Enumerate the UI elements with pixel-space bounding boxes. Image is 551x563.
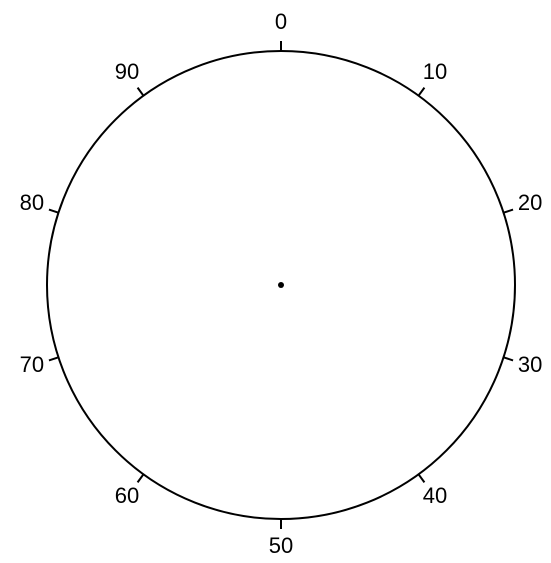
tick-mark <box>503 208 514 214</box>
tick-mark <box>417 473 426 483</box>
tick-label: 20 <box>518 190 542 215</box>
tick-mark <box>417 87 426 97</box>
tick-label: 70 <box>20 352 44 377</box>
tick-label: 90 <box>115 59 139 84</box>
tick-mark <box>136 87 145 97</box>
tick-label: 50 <box>269 533 293 558</box>
tick-label: 40 <box>423 483 447 508</box>
tick-label: 60 <box>115 483 139 508</box>
tick-label: 10 <box>423 59 447 84</box>
tick-mark <box>48 356 59 362</box>
tick-label: 30 <box>518 352 542 377</box>
tick-label: 80 <box>20 190 44 215</box>
tick-mark <box>136 473 145 483</box>
tick-mark <box>503 356 514 362</box>
center-dot <box>278 282 284 288</box>
tick-label: 0 <box>275 9 287 34</box>
tick-mark <box>48 208 59 214</box>
